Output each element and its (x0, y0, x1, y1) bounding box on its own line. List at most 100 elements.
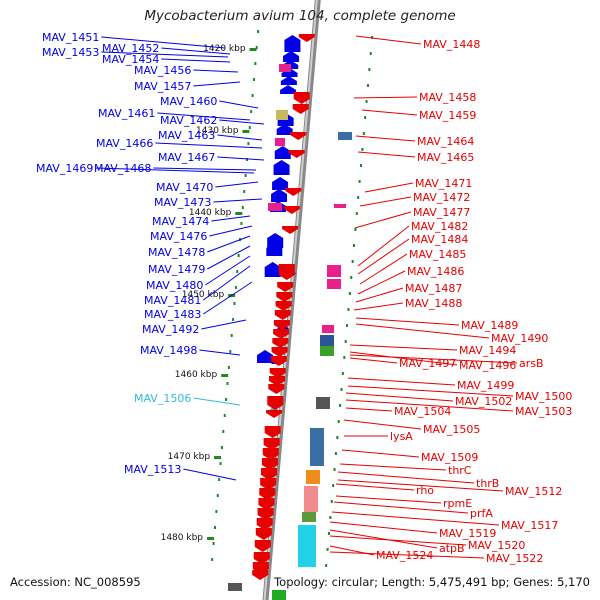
reverse-gene-arrow (266, 243, 283, 256)
leader-line (329, 529, 438, 549)
gene-label-right: MAV_1471 (415, 177, 472, 190)
forward-gene-arrow (264, 426, 281, 438)
leader-line (209, 225, 253, 237)
forward-gene-arrow (254, 540, 271, 552)
forward-gene-arrow (272, 338, 289, 348)
inner-tick (222, 430, 225, 433)
leader-line (357, 151, 416, 158)
leader-line (101, 36, 226, 49)
forward-gene-arrow (283, 206, 300, 214)
leader-line (193, 81, 241, 87)
leader-line (355, 35, 422, 45)
leader-line (95, 167, 255, 174)
map-title: Mycobacterium avium 104, complete genome (144, 8, 456, 24)
leader-line (339, 463, 447, 471)
leader-line (335, 483, 415, 491)
gene-label-left: MAV_1483 (144, 308, 201, 321)
leader-line (217, 134, 263, 141)
outer-tick (336, 436, 339, 439)
outer-tick (325, 564, 328, 567)
leader-line (333, 501, 469, 514)
feature-box (320, 335, 334, 347)
inner-tick (254, 62, 257, 65)
scale-tick (242, 130, 250, 133)
feature-box (276, 110, 288, 120)
outer-tick (357, 196, 360, 199)
outer-tick (369, 52, 372, 55)
gene-label-left: MAV_1452 (102, 42, 159, 55)
forward-gene-arrow (298, 34, 315, 42)
outer-tick (364, 116, 367, 119)
outer-tick (368, 68, 371, 71)
inner-tick (257, 30, 260, 33)
inner-tick (225, 398, 228, 401)
leader-line (359, 253, 408, 285)
outer-tick (351, 260, 354, 263)
outer-tick (350, 276, 353, 279)
feature-box (338, 132, 352, 140)
gene-label-right: MAV_1520 (468, 539, 525, 552)
leader-line (205, 255, 251, 286)
gene-label-right: MAV_1487 (405, 282, 462, 295)
leader-line (361, 109, 418, 116)
feature-box (272, 590, 286, 600)
forward-gene-arrow (260, 478, 277, 490)
leader-line (343, 419, 422, 430)
leader-line (157, 112, 251, 121)
forward-gene-arrow (268, 384, 285, 394)
gene-label-right: MAV_1519 (439, 527, 496, 540)
forward-gene-arrow (258, 498, 275, 510)
reverse-gene-arrow (272, 177, 289, 190)
gene-label-right: MAV_1504 (394, 405, 451, 418)
gene-label-left: MAV_1462 (160, 114, 217, 127)
outer-tick (330, 500, 333, 503)
forward-gene-arrow (273, 320, 290, 330)
gene-label-right: MAV_1477 (413, 206, 470, 219)
outer-tick (347, 308, 350, 311)
leader-line (347, 385, 514, 397)
leader-line (349, 354, 518, 364)
leader-line (337, 471, 475, 484)
gene-label-right: MAV_1499 (457, 379, 514, 392)
leader-line (357, 238, 410, 275)
inner-tick (212, 542, 215, 545)
inner-tick (237, 254, 240, 257)
scale-label: 1440 kbp (189, 208, 232, 218)
leader-line (335, 495, 442, 504)
feature-box (320, 346, 334, 356)
gene-label-right: MAV_1464 (417, 135, 474, 148)
inner-tick (234, 286, 237, 289)
feature-box (327, 279, 341, 289)
outer-tick (355, 212, 358, 215)
gene-label-left: MAV_1492 (142, 323, 199, 336)
feature-box (275, 138, 285, 146)
gene-label-right: MAV_1458 (419, 91, 476, 104)
feature-box (279, 64, 291, 72)
inner-tick (211, 558, 214, 561)
inner-tick (226, 382, 229, 385)
forward-gene-arrow (256, 518, 273, 530)
inner-tick (255, 46, 258, 49)
reverse-gene-arrow (264, 262, 281, 277)
feature-box (327, 265, 341, 277)
reverse-gene-arrow (271, 189, 288, 202)
reverse-gene-arrow (284, 35, 301, 52)
outer-tick (329, 516, 332, 519)
gene-label-left: MAV_1460 (160, 95, 217, 108)
gene-label-left: MAV_1469 (36, 162, 93, 175)
gene-label-right: MAV_1482 (411, 220, 468, 233)
inner-tick (252, 78, 255, 81)
gene-label-right: MAV_1500 (515, 390, 572, 403)
gene-label-right: atpB (439, 542, 465, 555)
inner-tick (213, 526, 216, 529)
leader-line (207, 235, 251, 253)
gene-label-right: MAV_1494 (459, 344, 516, 357)
forward-gene-arrow (285, 188, 302, 196)
inner-tick (230, 334, 233, 337)
inner-tick (245, 158, 248, 161)
outer-tick (359, 164, 362, 167)
genome-summary: Topology: circular; Length: 5,475,491 bp… (274, 575, 590, 589)
leader-line (345, 392, 454, 402)
leader-line (183, 468, 237, 481)
